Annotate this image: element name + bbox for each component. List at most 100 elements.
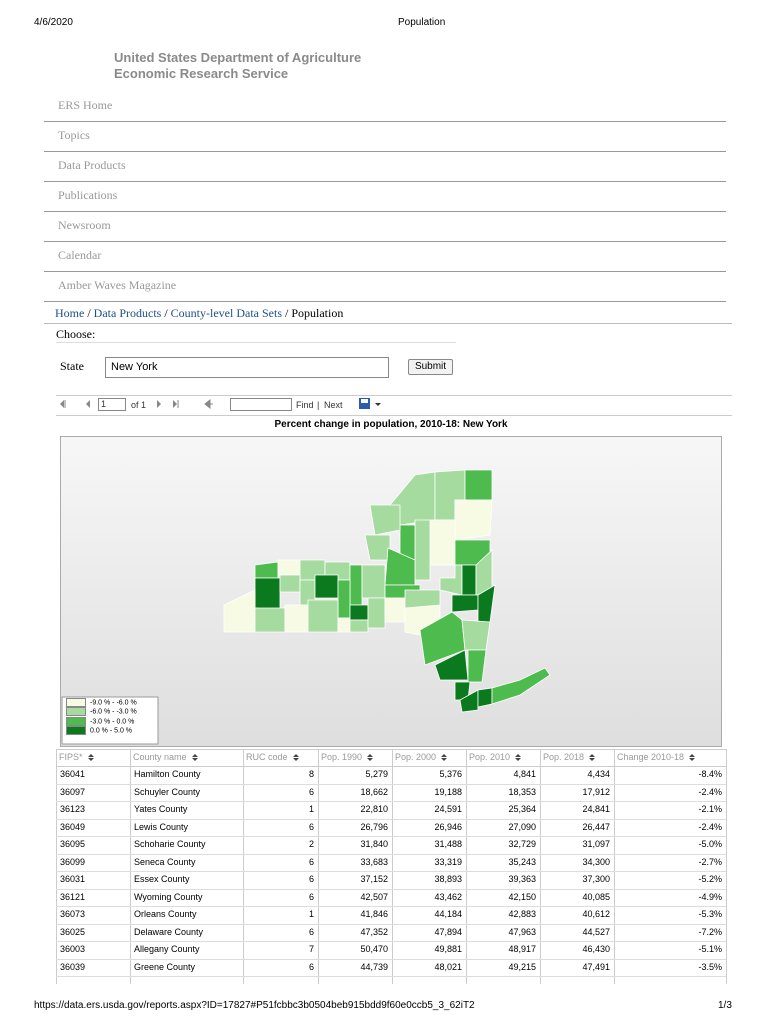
county-shape <box>277 559 301 576</box>
county-shape <box>284 604 309 633</box>
table-cell: Hamilton County <box>134 769 201 779</box>
table-cell: 33,683 <box>360 856 388 867</box>
nav-link[interactable]: Newsroom <box>58 218 111 232</box>
nav-link[interactable]: Data Products <box>58 158 126 172</box>
county-shape <box>367 597 386 629</box>
prev-icon[interactable] <box>86 400 90 408</box>
table-cell: 27,090 <box>508 821 536 832</box>
table-cell: 41,846 <box>360 909 388 919</box>
column-header[interactable]: County name <box>133 749 198 765</box>
divider <box>44 323 732 324</box>
table-cell: 36095 <box>60 839 86 849</box>
county-shape <box>459 689 479 713</box>
table-cell: 47,894 <box>434 926 462 937</box>
page-input[interactable]: 1 <box>98 398 126 411</box>
table-cell: 36003 <box>60 944 86 954</box>
table-cell: 18,353 <box>508 786 536 797</box>
county-shape <box>254 577 281 611</box>
table-cell: -2.7% <box>698 856 722 867</box>
header-divider <box>56 749 726 750</box>
table-cell: 32,729 <box>508 839 536 849</box>
table-cell: 36049 <box>60 821 86 832</box>
nav-divider <box>44 151 726 152</box>
row-divider <box>56 923 726 925</box>
row-divider <box>56 888 726 890</box>
table-cell: Seneca County <box>134 856 196 867</box>
legend-item: 0.0 % - 5.0 % <box>66 726 158 736</box>
print-page: 1/3 <box>718 1000 732 1011</box>
first-icon[interactable] <box>60 400 64 408</box>
next-icon[interactable] <box>157 400 161 408</box>
table-cell: 37,152 <box>360 874 388 884</box>
legend-item: -9.0 % - -6.0 % <box>66 698 158 707</box>
table-cell: -5.3% <box>698 909 722 919</box>
sort-icon[interactable] <box>689 754 696 761</box>
export-icon[interactable] <box>358 396 386 412</box>
table-cell: 6 <box>308 926 314 937</box>
nav-link[interactable]: Topics <box>58 128 90 142</box>
last-icon[interactable] <box>173 400 177 408</box>
sort-icon[interactable] <box>515 754 522 761</box>
table-cell: 6 <box>308 874 314 884</box>
column-header[interactable]: Pop. 2010 <box>469 749 522 765</box>
county-shape <box>349 619 369 633</box>
nav-link[interactable]: Calendar <box>58 248 102 262</box>
legend-item: -6.0 % - -3.0 % <box>66 707 158 717</box>
column-header[interactable]: FIPS* <box>59 749 94 765</box>
sort-icon[interactable] <box>367 754 374 761</box>
county-shape <box>384 597 406 623</box>
table-cell: 46,430 <box>582 944 610 954</box>
next-link[interactable]: Next <box>324 400 343 410</box>
nav-link[interactable]: Publications <box>58 188 118 202</box>
county-shape <box>464 469 493 501</box>
table-cell: 38,893 <box>434 874 462 884</box>
table-cell: -2.1% <box>698 804 722 814</box>
table-cell: Orleans County <box>134 909 197 919</box>
table-cell: 19,188 <box>434 786 462 797</box>
column-header[interactable]: RUC code <box>246 749 299 765</box>
nav-link[interactable]: Amber Waves Magazine <box>58 278 177 292</box>
table-cell: 36097 <box>60 786 86 797</box>
find-link[interactable]: Find <box>296 400 314 410</box>
header-text: Pop. 1990 <box>321 752 363 762</box>
sort-icon[interactable] <box>292 754 299 761</box>
header-divider <box>56 766 726 767</box>
column-header[interactable]: Pop. 1990 <box>321 749 374 765</box>
table-cell: 37,300 <box>582 874 610 884</box>
column-header[interactable]: Pop. 2000 <box>395 749 448 765</box>
table-cell: 36073 <box>60 909 86 919</box>
table-cell: Lewis County <box>134 821 189 832</box>
header-text: Pop. 2010 <box>469 752 511 762</box>
table-cell: 26,796 <box>360 821 388 832</box>
divider <box>56 415 732 416</box>
nav-link[interactable]: ERS Home <box>58 98 113 112</box>
legend-label: -3.0 % - 0.0 % <box>90 718 135 726</box>
crumb-link[interactable]: County-level Data Sets <box>170 306 282 320</box>
crumb-link[interactable]: Data Products <box>93 306 162 320</box>
submit-button[interactable]: Submit <box>408 359 453 375</box>
table-cell: 26,946 <box>434 821 462 832</box>
divider <box>56 342 456 343</box>
table-cell: 44,739 <box>360 961 388 972</box>
column-header[interactable]: Pop. 2018 <box>543 749 596 765</box>
county-shape <box>477 687 493 708</box>
state-input[interactable]: New York <box>105 357 389 378</box>
table-cell: 17,912 <box>582 786 610 797</box>
sort-icon[interactable] <box>441 754 448 761</box>
table-cell: 31,840 <box>360 839 388 849</box>
find-input[interactable] <box>230 398 292 411</box>
table-cell: 4,434 <box>587 769 610 779</box>
sort-icon[interactable] <box>87 754 94 761</box>
table-cell: 50,470 <box>360 944 388 954</box>
table-cell: 43,462 <box>434 891 462 902</box>
sort-icon[interactable] <box>191 754 198 761</box>
table-cell: 1 <box>308 909 314 919</box>
crumb-link[interactable]: Home <box>55 306 85 320</box>
sort-icon[interactable] <box>589 754 596 761</box>
table-cell: -2.4% <box>698 786 722 797</box>
header-text: RUC code <box>246 752 288 762</box>
crumb-current: Population <box>291 306 344 320</box>
column-header[interactable]: Change 2010-18 <box>617 749 696 765</box>
back-icon[interactable] <box>204 398 213 410</box>
